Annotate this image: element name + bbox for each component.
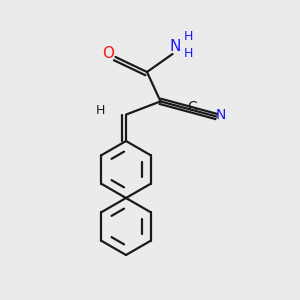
Text: O: O bbox=[102, 46, 114, 62]
Text: C: C bbox=[187, 100, 197, 114]
Text: H: H bbox=[183, 47, 193, 60]
Text: H: H bbox=[183, 30, 193, 43]
Text: H: H bbox=[96, 104, 105, 117]
Text: N: N bbox=[170, 39, 181, 54]
Text: N: N bbox=[215, 108, 226, 122]
